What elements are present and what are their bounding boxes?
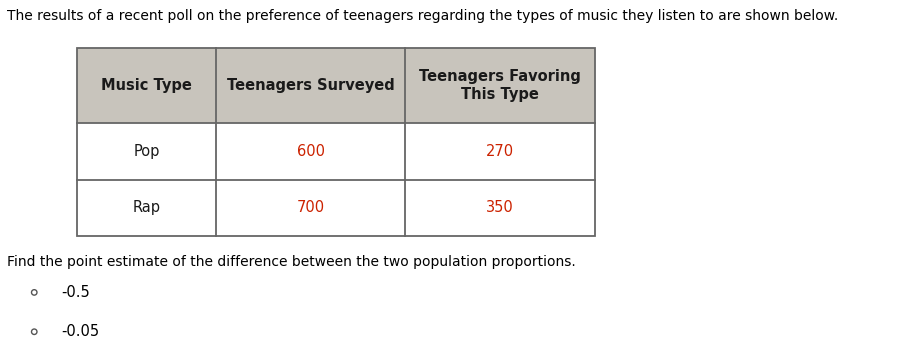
Text: Teenagers Favoring
This Type: Teenagers Favoring This Type xyxy=(419,69,581,102)
Text: -0.05: -0.05 xyxy=(61,324,99,339)
Bar xyxy=(77,48,595,123)
Text: Rap: Rap xyxy=(132,200,160,215)
Bar xyxy=(77,48,595,236)
Text: 700: 700 xyxy=(296,200,325,215)
Text: Teenagers Surveyed: Teenagers Surveyed xyxy=(227,78,395,93)
Text: 350: 350 xyxy=(487,200,514,215)
Text: 270: 270 xyxy=(486,144,514,159)
Text: The results of a recent poll on the preference of teenagers regarding the types : The results of a recent poll on the pref… xyxy=(7,9,839,23)
Bar xyxy=(77,123,595,180)
Text: -0.5: -0.5 xyxy=(61,285,90,300)
Text: Pop: Pop xyxy=(133,144,159,159)
Bar xyxy=(77,180,595,236)
Text: 600: 600 xyxy=(296,144,325,159)
Text: Find the point estimate of the difference between the two population proportions: Find the point estimate of the differenc… xyxy=(7,255,576,269)
Text: Music Type: Music Type xyxy=(101,78,192,93)
